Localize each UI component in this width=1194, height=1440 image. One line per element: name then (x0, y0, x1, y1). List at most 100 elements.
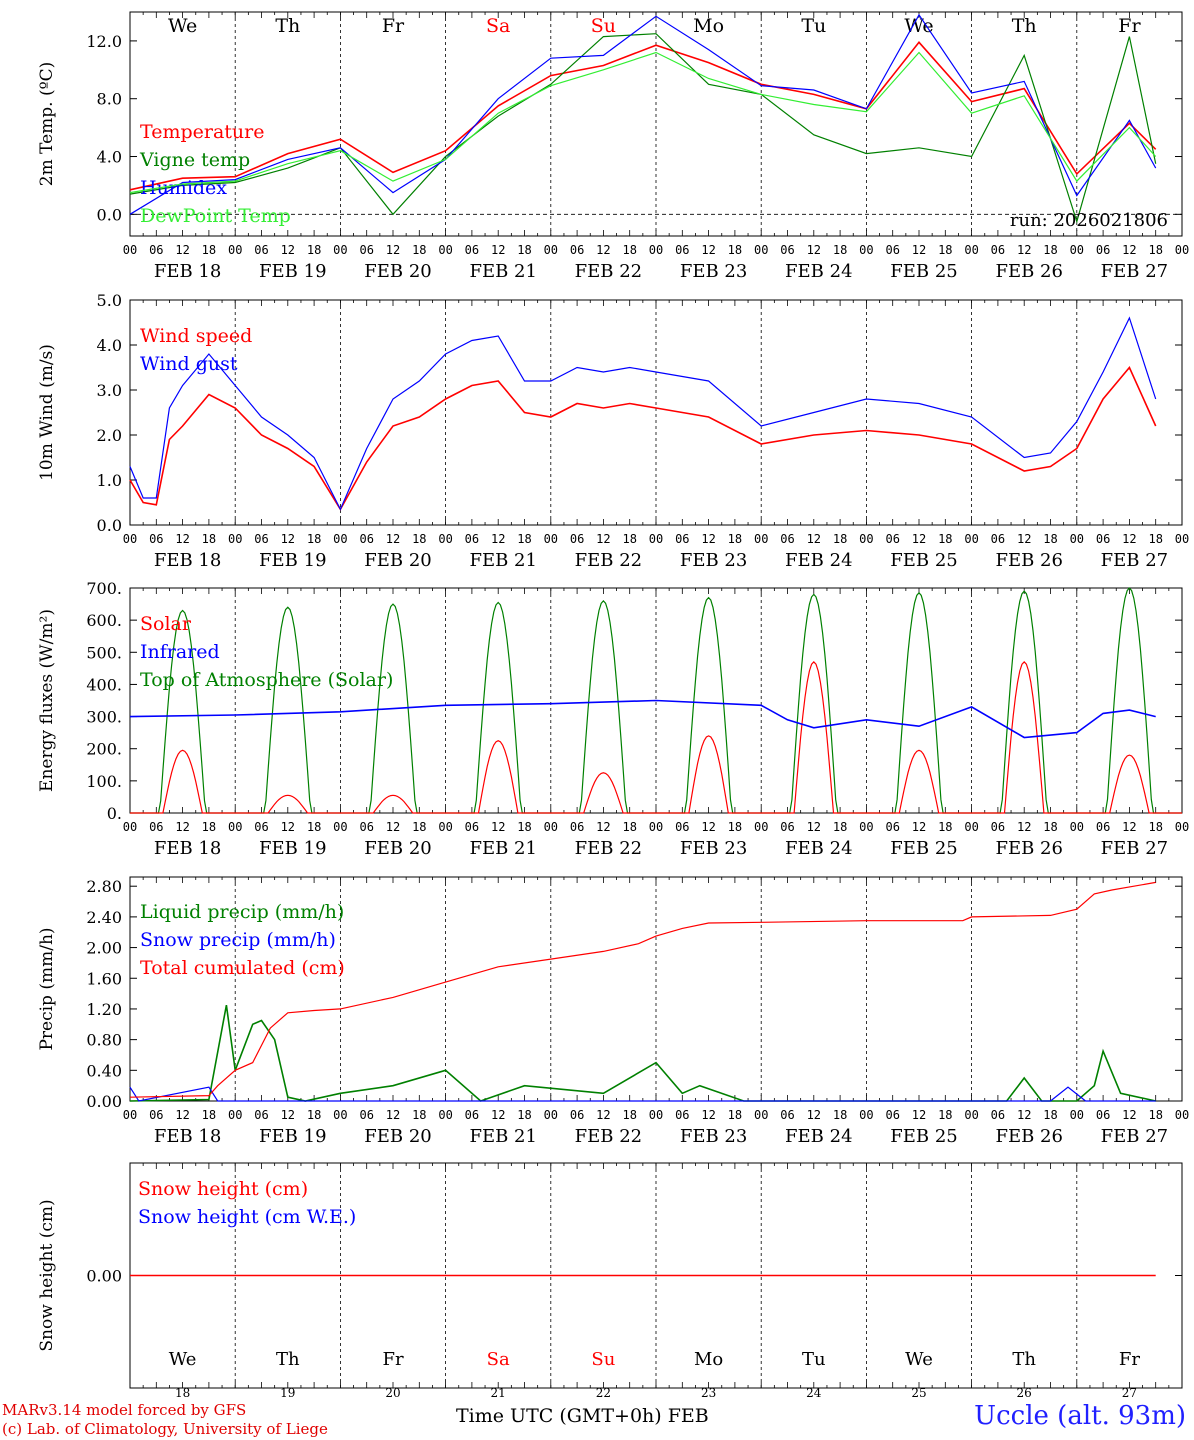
y-tick-label: 0. (107, 804, 122, 823)
weekday-label: Th (1012, 15, 1037, 37)
legend-entry: Snow height (cm W.E.) (138, 1206, 356, 1228)
weekday-label: Su (591, 1349, 615, 1370)
date-label: FEB 24 (785, 261, 852, 282)
hour-tick-label: 00 (964, 243, 978, 257)
weekday-label: Fr (1119, 1349, 1140, 1370)
weekday-label: Fr (1118, 15, 1141, 37)
date-label: FEB 19 (259, 1126, 326, 1147)
legend-entry: Solar (140, 613, 192, 635)
hour-tick-label: 12 (596, 1108, 610, 1122)
hour-tick-label: 06 (254, 820, 268, 834)
hour-tick-label: 18 (202, 1108, 216, 1122)
day-number-label: 24 (806, 1386, 822, 1400)
y-axis-label: Snow height (cm) (37, 1199, 57, 1351)
hour-tick-label: 12 (1017, 532, 1031, 546)
y-tick-label: 2.0 (97, 426, 122, 445)
hour-tick-label: 00 (123, 1108, 137, 1122)
y-tick-label: 400. (86, 675, 122, 694)
day-number-label: 22 (596, 1386, 611, 1400)
hour-tick-label: 06 (359, 1108, 373, 1122)
hour-tick-label: 12 (807, 820, 821, 834)
hour-tick-label: 06 (1096, 532, 1110, 546)
hour-tick-label: 06 (885, 532, 899, 546)
hour-tick-label: 12 (175, 820, 189, 834)
hour-tick-label: 00 (859, 243, 873, 257)
y-tick-label: 2.40 (86, 908, 122, 927)
time-axis-title: Time UTC (GMT+0h) FEB (456, 1405, 709, 1427)
hour-tick-label: 00 (438, 243, 452, 257)
hour-tick-label: 18 (622, 243, 636, 257)
station-name: Uccle (alt. 93m) (974, 1401, 1186, 1431)
hour-tick-label: 18 (307, 1108, 321, 1122)
hour-tick-label: 12 (281, 532, 295, 546)
hour-tick-label: 12 (1017, 1108, 1031, 1122)
hour-tick-label: 00 (228, 820, 242, 834)
weekday-label: Mo (694, 1349, 723, 1370)
y-tick-label: 2.00 (86, 939, 122, 958)
hour-tick-label: 18 (833, 1108, 847, 1122)
date-label: FEB 27 (1101, 550, 1168, 571)
panel-4: 0.00 0.40 0.80 1.20 1.60 2.00 2.40 2.80 Precip (… (37, 876, 1189, 1147)
hour-tick-label: 06 (1096, 243, 1110, 257)
hour-tick-label: 18 (1043, 532, 1057, 546)
hour-tick-label: 00 (859, 820, 873, 834)
weekday-label: Tu (802, 1349, 826, 1370)
date-label: FEB 19 (259, 550, 326, 571)
date-label: FEB 27 (1101, 1126, 1168, 1147)
hour-tick-label: 00 (1070, 1108, 1084, 1122)
hour-tick-label: 00 (438, 820, 452, 834)
hour-tick-label: 12 (596, 820, 610, 834)
hour-tick-label: 18 (938, 820, 952, 834)
y-tick-label: 100. (86, 772, 122, 791)
date-label: FEB 18 (154, 838, 221, 859)
date-label: FEB 23 (680, 261, 747, 282)
hour-tick-label: 06 (359, 820, 373, 834)
hour-tick-label: 00 (1070, 532, 1084, 546)
hour-tick-label: 00 (438, 1108, 452, 1122)
weekday-label: Th (276, 1349, 300, 1370)
day-number-label: 20 (385, 1386, 400, 1400)
hour-tick-label: 00 (1175, 1108, 1189, 1122)
hour-tick-label: 00 (228, 243, 242, 257)
y-tick-label: 0.00 (86, 1092, 122, 1111)
date-label: FEB 22 (575, 1126, 642, 1147)
hour-tick-label: 12 (1122, 243, 1136, 257)
series-line (129, 13, 1157, 215)
hour-tick-label: 12 (807, 532, 821, 546)
legend-entry: Wind gust (140, 353, 238, 375)
model-credit: MARv3.14 model forced by GFS (2, 1401, 247, 1419)
hour-tick-label: 06 (570, 1108, 584, 1122)
hour-tick-label: 12 (912, 1108, 926, 1122)
legend-entry: Total cumulated (cm) (140, 957, 345, 979)
hour-tick-label: 18 (307, 532, 321, 546)
hour-tick-label: 12 (701, 532, 715, 546)
weekday-label: We (168, 15, 197, 37)
hour-tick-label: 00 (1070, 243, 1084, 257)
y-tick-label: 1.20 (86, 1000, 122, 1019)
hour-tick-label: 00 (123, 532, 137, 546)
hour-tick-label: 06 (149, 1108, 163, 1122)
hour-tick-label: 06 (991, 1108, 1005, 1122)
series-line (129, 51, 1157, 194)
weekday-label: Sa (487, 1349, 510, 1370)
hour-tick-label: 12 (1122, 820, 1136, 834)
hour-tick-label: 00 (1175, 820, 1189, 834)
date-label: FEB 21 (469, 550, 536, 571)
weekday-label: Th (1012, 1349, 1036, 1370)
hour-tick-label: 12 (596, 243, 610, 257)
date-label: FEB 24 (785, 550, 852, 571)
hour-tick-label: 00 (859, 1108, 873, 1122)
y-tick-label: 0.0 (97, 205, 122, 224)
hour-tick-label: 18 (1043, 1108, 1057, 1122)
hour-tick-label: 00 (333, 243, 347, 257)
legend-entry: DewPoint Temp (140, 205, 291, 227)
date-label: FEB 25 (890, 550, 957, 571)
date-label: FEB 20 (364, 1126, 431, 1147)
hour-tick-label: 00 (649, 243, 663, 257)
hour-tick-label: 06 (780, 243, 794, 257)
hour-tick-label: 00 (123, 243, 137, 257)
day-number-label: 19 (280, 1386, 295, 1400)
hour-tick-label: 18 (622, 820, 636, 834)
y-axis-label: 2m Temp. (ºC) (37, 62, 57, 187)
